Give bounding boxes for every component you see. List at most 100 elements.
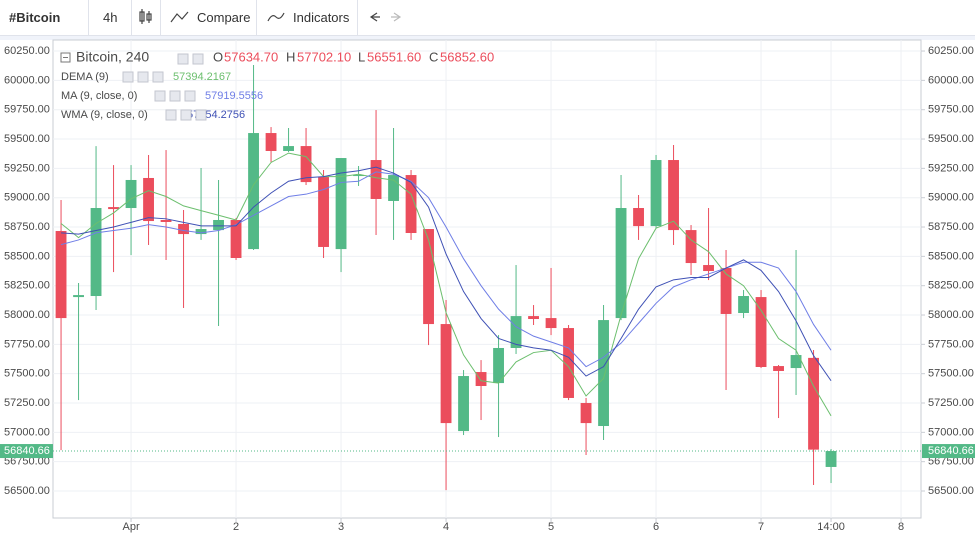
indicators-icon[interactable] — [267, 12, 285, 22]
candle-body — [790, 355, 802, 369]
legend: Bitcoin, 240 O 57634.70 H 57702.10 L 565… — [60, 49, 494, 121]
separator — [160, 0, 161, 35]
x-tick-label: 5 — [548, 521, 554, 533]
candle-body — [808, 357, 819, 450]
candle-body — [440, 324, 452, 424]
y-tick-label: 59750.00 — [928, 104, 974, 116]
indicator-value: 57394.2167 — [173, 71, 231, 83]
x-tick-label: 2 — [233, 521, 239, 533]
x-tick-label: 4 — [443, 521, 449, 533]
candle-body — [248, 133, 259, 250]
last-price-tag — [922, 444, 975, 459]
eye-button[interactable] — [122, 71, 134, 83]
y-tick-label: 58500.00 — [928, 250, 974, 262]
settings-button[interactable] — [180, 109, 192, 121]
y-tick-label: 57000.00 — [4, 426, 50, 438]
candle-body — [545, 318, 557, 329]
candle-body — [125, 179, 137, 209]
y-tick-label: 58000.00 — [4, 309, 50, 321]
y-tick-label: 59250.00 — [928, 162, 974, 174]
symbol[interactable]: #Bitcoin — [9, 10, 61, 25]
candle-body — [335, 158, 347, 250]
remove-button[interactable] — [184, 90, 196, 102]
remove-button[interactable] — [195, 109, 207, 121]
y-tick-label: 58500.00 — [4, 250, 50, 262]
indicator-value: 57919.5556 — [205, 90, 263, 102]
toolbar-icons — [139, 9, 402, 24]
ohlc-label: C — [429, 49, 438, 64]
x-tick-label: 6 — [653, 521, 659, 533]
candle-body — [405, 175, 417, 234]
y-tick-label: 57000.00 — [928, 426, 974, 438]
y-tick-label: 59750.00 — [4, 104, 50, 116]
y-tick-label: 56500.00 — [4, 485, 50, 497]
candle-body — [55, 231, 67, 319]
ohlc-value: 57702.10 — [297, 49, 351, 64]
candle-body — [720, 267, 732, 314]
candle-body — [685, 230, 697, 264]
undo-icon[interactable] — [369, 12, 380, 22]
candle-body — [353, 175, 364, 177]
indicators-button[interactable]: Indicators — [293, 10, 350, 25]
y-tick-label: 58750.00 — [928, 221, 974, 233]
candle-body — [493, 347, 504, 384]
settings-button[interactable] — [137, 71, 149, 83]
last-price-label: 56840.66 — [4, 445, 50, 457]
candle-body — [650, 160, 662, 227]
ohlc-value: 56852.60 — [440, 49, 494, 64]
y-tick-label: 59500.00 — [4, 133, 50, 145]
candle-body — [230, 219, 242, 258]
x-tick-label: 7 — [758, 521, 764, 533]
ohlc-label: H — [286, 49, 295, 64]
candle-body — [773, 366, 784, 371]
x-tick-label: 14:00 — [817, 521, 845, 533]
settings-button[interactable] — [192, 53, 204, 65]
y-tick-label: 59000.00 — [928, 192, 974, 204]
candle-body — [475, 372, 487, 387]
candle-body — [458, 376, 469, 432]
grid: 60250.00 60250.00 60000.00 60000.00 59750.00… — [4, 40, 974, 533]
settings-button[interactable] — [169, 90, 181, 102]
redo-icon[interactable] — [391, 12, 402, 22]
ohlc-value: 56551.60 — [367, 49, 421, 64]
indicator-name: DEMA (9) — [61, 71, 109, 83]
compare-button[interactable]: Compare — [197, 10, 251, 25]
last-price-label: 56840.66 — [928, 445, 974, 457]
candle-body — [90, 208, 102, 297]
candle-body — [318, 177, 329, 247]
candle-body — [633, 208, 644, 227]
y-tick-label: 58250.00 — [4, 280, 50, 292]
eye-button[interactable] — [177, 53, 189, 65]
y-tick-label: 57750.00 — [4, 338, 50, 350]
x-tick-label: 8 — [898, 521, 904, 533]
candle-body — [73, 295, 84, 298]
indicator-name: WMA (9, close, 0) — [61, 109, 148, 121]
y-tick-label: 60250.00 — [928, 45, 974, 57]
chart-title: Bitcoin, 240 — [76, 49, 149, 65]
eye-button[interactable] — [154, 90, 166, 102]
x-tick-label: Apr — [122, 521, 139, 533]
candle-body — [703, 265, 714, 272]
remove-button[interactable] — [152, 71, 164, 83]
interval[interactable]: 4h — [103, 10, 118, 25]
candle-body — [580, 403, 592, 424]
y-tick-label: 59000.00 — [4, 192, 50, 204]
indicator-line — [60, 152, 832, 417]
candle-body — [265, 133, 277, 151]
candle-body — [528, 316, 539, 320]
candle-body — [195, 229, 207, 235]
candle-body — [388, 175, 399, 201]
last-price-tag — [0, 444, 53, 459]
compare-icon[interactable] — [170, 11, 189, 23]
y-tick-label: 57500.00 — [4, 368, 50, 380]
indicator-line — [60, 171, 832, 368]
ohlc-value: 57634.70 — [224, 49, 278, 64]
candle-body — [143, 177, 154, 222]
candle-body — [160, 219, 172, 222]
gap — [0, 36, 975, 40]
y-tick-label: 59500.00 — [928, 133, 974, 145]
y-tick-label: 58250.00 — [928, 280, 974, 292]
eye-button[interactable] — [165, 109, 177, 121]
